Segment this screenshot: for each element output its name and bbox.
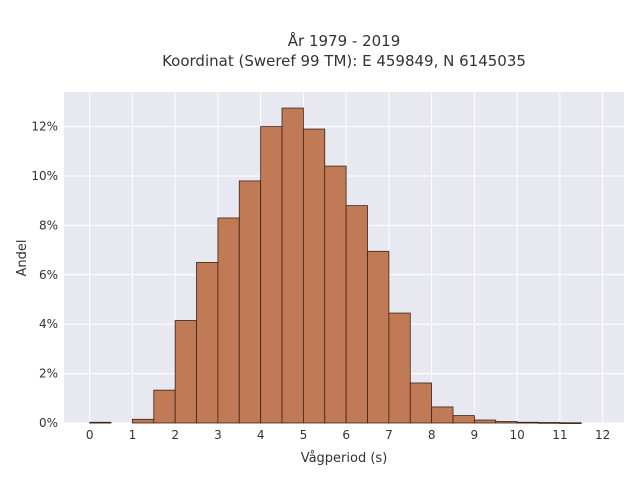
y-axis-label: Andel [15,240,30,277]
y-axis-ticks: 0% 2% 4% 6% 8% 10% 12% [31,120,58,430]
histogram-bar [516,421,539,424]
histogram-bar [281,107,304,424]
x-axis-ticks: 0 1 2 3 4 5 6 7 8 9 10 11 12 [86,428,610,442]
x-tick-label: 11 [552,428,567,442]
histogram-bar [131,418,155,424]
y-tick-label: 4% [39,317,58,331]
histogram-bar [153,389,176,424]
histogram-bar [260,126,283,424]
x-tick-label: 0 [86,428,94,442]
x-tick-label: 1 [129,428,137,442]
x-tick-label: 3 [214,428,222,442]
x-tick-label: 7 [385,428,393,442]
y-tick-label: 6% [39,268,58,282]
x-tick-label: 4 [257,428,265,442]
y-tick-label: 10% [31,169,58,183]
chart-title-line-2: Koordinat (Sweref 99 TM): E 459849, N 61… [162,52,526,70]
x-tick-label: 10 [509,428,524,442]
histogram-bar [388,312,411,424]
histogram-bar [324,165,347,424]
histogram-bar [89,421,112,424]
histogram-bar [345,205,368,424]
histogram-bar [495,421,518,424]
histogram-bar [196,262,219,424]
histogram-bar [559,422,582,424]
chart-title-line-1: År 1979 - 2019 [288,31,401,50]
x-tick-label: 12 [595,428,610,442]
x-tick-label: 6 [342,428,350,442]
x-tick-label: 5 [300,428,308,442]
histogram-bar [431,406,454,424]
x-tick-label: 8 [428,428,436,442]
x-tick-label: 9 [471,428,479,442]
histogram-bar [217,217,240,424]
y-tick-label: 12% [31,120,58,134]
histogram-bar [367,250,390,424]
histogram-bar [174,320,197,424]
x-tick-label: 2 [171,428,179,442]
x-axis-label: Vågperiod (s) [301,451,388,466]
histogram-bar [452,415,475,424]
histogram-bar [538,422,561,424]
histogram-bar [473,419,497,424]
histogram-bar [302,128,326,424]
histogram-bar [238,180,262,424]
histogram-bar [409,382,433,424]
y-tick-label: 8% [39,218,58,232]
histogram-bars [89,107,582,424]
y-tick-label: 2% [39,367,58,381]
y-tick-label: 0% [39,416,58,430]
